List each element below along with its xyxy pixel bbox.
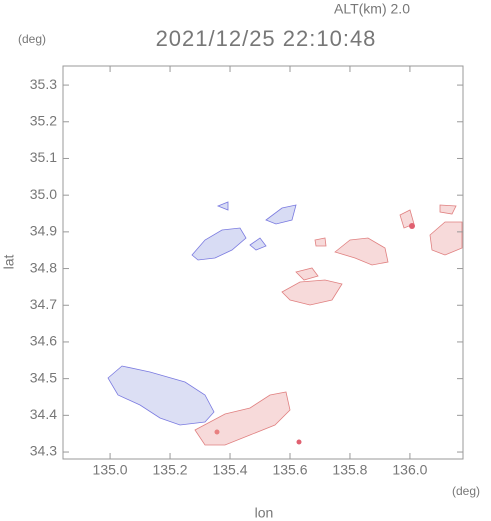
echo-cell (214, 429, 220, 435)
echo-region (295, 267, 319, 281)
x-tick-label: 135.4 (212, 462, 247, 478)
y-tick-label: 34.9 (30, 223, 57, 239)
echo-region (265, 204, 297, 225)
x-tick-label: 135.8 (332, 462, 367, 478)
x-tick-label: 135.2 (153, 462, 188, 478)
y-unit: (deg) (18, 32, 46, 46)
x-tick-label: 135.6 (272, 462, 307, 478)
x-axis-label: lon (255, 505, 274, 521)
y-tick-label: 34.5 (30, 369, 57, 385)
echo-region (334, 237, 389, 266)
x-unit: (deg) (452, 484, 480, 498)
x-tick-label: 135.0 (93, 462, 128, 478)
x-tick-label: 136.0 (392, 462, 427, 478)
y-tick-label: 35.3 (30, 76, 57, 92)
y-tick-label: 34.7 (30, 296, 57, 312)
plot-frame (62, 65, 464, 460)
y-tick-label: 35.1 (30, 149, 57, 165)
y-tick-label: 34.6 (30, 333, 57, 349)
y-tick-label: 35.0 (30, 186, 57, 202)
echo-region (191, 227, 247, 261)
echo-region (194, 391, 291, 446)
chart-title: 2021/12/25 22:10:48 (156, 26, 377, 51)
y-tick-label: 34.3 (30, 443, 57, 459)
y-tick-label: 34.8 (30, 259, 57, 275)
y-tick-label: 34.4 (30, 406, 57, 422)
y-axis-label: lat (1, 255, 17, 270)
echo-region (314, 237, 327, 247)
echo-region (439, 204, 457, 215)
echo-region (429, 221, 463, 256)
altitude-label: ALT(km) 2.0 (334, 1, 410, 17)
echo-cell (296, 439, 302, 445)
echo-region (281, 279, 343, 306)
echo-region (249, 237, 267, 251)
echo-cell (409, 223, 415, 229)
echo-regions (107, 201, 463, 446)
echo-region (107, 365, 215, 426)
echo-region (216, 201, 229, 211)
y-tick-label: 35.2 (30, 112, 57, 128)
